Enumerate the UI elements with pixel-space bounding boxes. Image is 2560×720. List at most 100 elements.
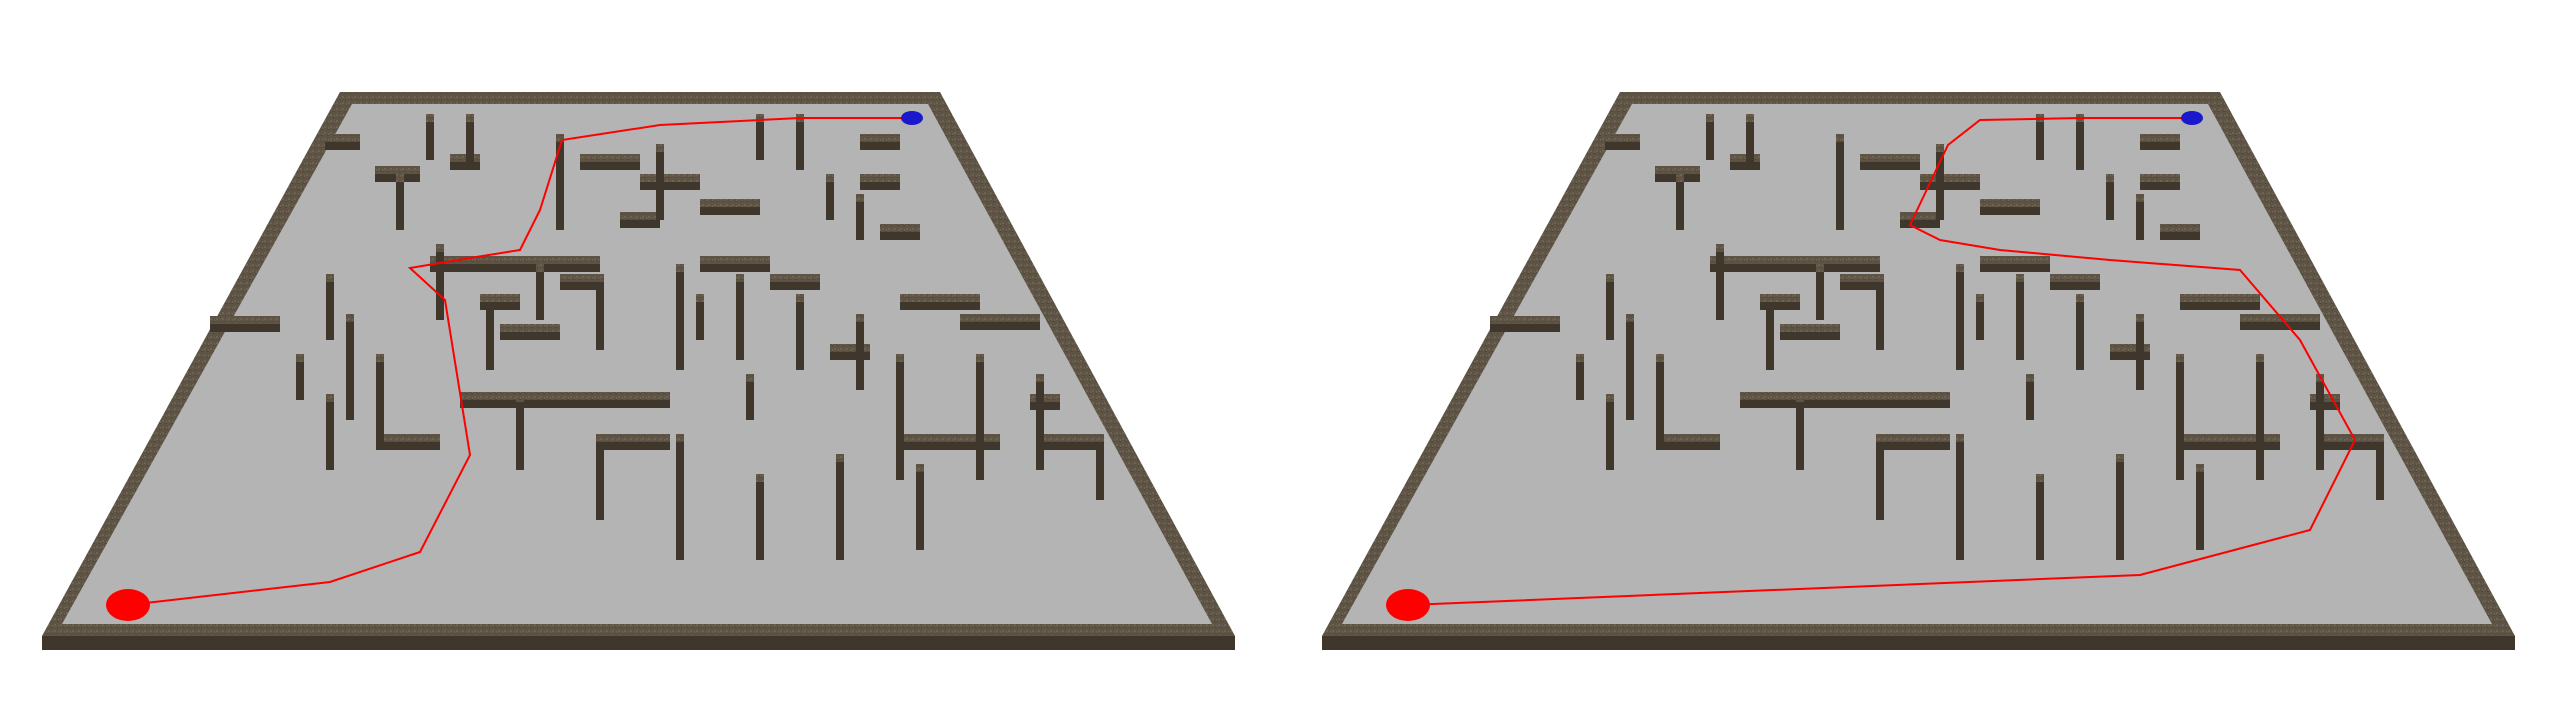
maze-wall-v (1626, 320, 1634, 420)
maze-wall-v (896, 360, 904, 480)
maze-wall-v-top (1876, 434, 1884, 442)
maze-wall-v (346, 320, 354, 420)
maze-wall-v (2116, 460, 2124, 560)
maze-wall-v (2316, 380, 2324, 470)
maze-wall-h-top (2180, 434, 2280, 442)
maze-wall-v (1606, 400, 1614, 470)
maze-wall-v (436, 250, 444, 320)
maze-wall-v-top (296, 354, 304, 362)
maze-wall-h (600, 440, 670, 450)
maze-wall-h (480, 300, 520, 310)
maze-wall-h (1490, 322, 1560, 332)
maze-wall-h-top (1840, 274, 1880, 282)
maze-wall-v (1656, 360, 1664, 450)
maze-wall-v-top (696, 294, 704, 302)
maze-wall-v (396, 180, 404, 230)
maze-wall-h (620, 218, 660, 228)
maze-wall-h (1780, 330, 1840, 340)
maze-wall-h-top (1760, 294, 1800, 302)
maze-wall-v-top (896, 354, 904, 362)
maze-wall-h (560, 280, 600, 290)
border-front-face (42, 636, 1235, 650)
maze-wall-v (976, 360, 984, 480)
maze-wall-h (2180, 440, 2280, 450)
maze-wall-h (2140, 180, 2180, 190)
maze-wall-v (1936, 150, 1944, 220)
maze-wall-v-top (836, 454, 844, 462)
maze-wall-v (736, 280, 744, 360)
maze-wall-h-top (1880, 434, 1950, 442)
maze-wall-v-top (1036, 374, 1044, 382)
maze-wall-v (756, 480, 764, 560)
maze-wall-v (1976, 300, 1984, 340)
maze-wall-v (1766, 300, 1774, 370)
maze-wall-v-top (856, 314, 864, 322)
maze-wall-h (2310, 400, 2340, 410)
maze-wall-v-top (2016, 274, 2024, 282)
maze-wall-h-top (380, 434, 440, 442)
maze-wall-v (2036, 480, 2044, 560)
maze-wall-v-top (1706, 114, 1714, 122)
maze-wall-v-top (596, 434, 604, 442)
maze-wall-h (900, 440, 1000, 450)
maze-wall-v (916, 470, 924, 550)
maze-wall-v-top (1976, 294, 1984, 302)
maze-board-left (42, 92, 1235, 650)
maze-wall-v (836, 460, 844, 560)
maze-wall-v (1816, 270, 1824, 320)
maze-wall-h (1860, 160, 1920, 170)
maze-wall-v (516, 400, 524, 470)
maze-wall-v-top (2076, 294, 2084, 302)
maze-wall-v-top (346, 314, 354, 322)
maze-wall-v (756, 120, 764, 160)
maze-wall-v-top (2376, 434, 2384, 442)
maze-wall-v (1706, 120, 1714, 160)
maze-wall-h-top (2140, 134, 2180, 142)
goal-marker (2181, 111, 2203, 125)
start-marker (106, 589, 150, 621)
maze-wall-h-top (900, 434, 1000, 442)
maze-wall-h-top (860, 134, 900, 142)
planned-path (127, 117, 912, 606)
maze-wall-v (2076, 120, 2084, 170)
maze-wall-v (1036, 380, 1044, 470)
maze-wall-v-top (976, 354, 984, 362)
maze-wall-h-top (830, 344, 870, 352)
maze-wall-v-top (596, 274, 604, 282)
maze-wall-v (2176, 360, 2184, 480)
maze-wall-h (880, 230, 920, 240)
maze-wall-v-top (1576, 354, 1584, 362)
maze-wall-h-top (1605, 134, 1640, 142)
maze-wall-h-top (860, 174, 900, 182)
maze-wall-v-top (756, 114, 764, 122)
maze-wall-v-top (856, 194, 864, 202)
maze-wall-v (856, 200, 864, 240)
maze-wall-h (580, 160, 640, 170)
maze-wall-h (900, 300, 980, 310)
maze-wall-h-top (700, 256, 770, 264)
maze-wall-h-top (580, 154, 640, 162)
maze-wall-h-top (600, 434, 670, 442)
maze-wall-h-top (1710, 256, 1880, 264)
maze-wall-v-top (746, 374, 754, 382)
maze-board-right (1322, 92, 2515, 650)
maze-wall-v-top (326, 274, 334, 282)
maze-wall-v (426, 120, 434, 160)
maze-wall-v-top (2026, 374, 2034, 382)
maze-wall-h (640, 180, 700, 190)
maze-wall-v-top (1746, 114, 1754, 122)
maze-wall-h (460, 398, 670, 408)
maze-wall-v (1606, 280, 1614, 340)
maze-wall-h (860, 140, 900, 150)
maze-wall-h (960, 320, 1040, 330)
maze-wall-v-top (2116, 454, 2124, 462)
maze-wall-v-top (1606, 274, 1614, 282)
maze-wall-v-top (1876, 274, 1884, 282)
maze-wall-h (380, 440, 440, 450)
maze-wall-h (1660, 440, 1720, 450)
maze-wall-v (1716, 250, 1724, 320)
maze-wall-v-top (516, 394, 524, 402)
maze-wall-v-top (426, 114, 434, 122)
maze-wall-v (696, 300, 704, 340)
maze-wall-v (376, 360, 384, 450)
